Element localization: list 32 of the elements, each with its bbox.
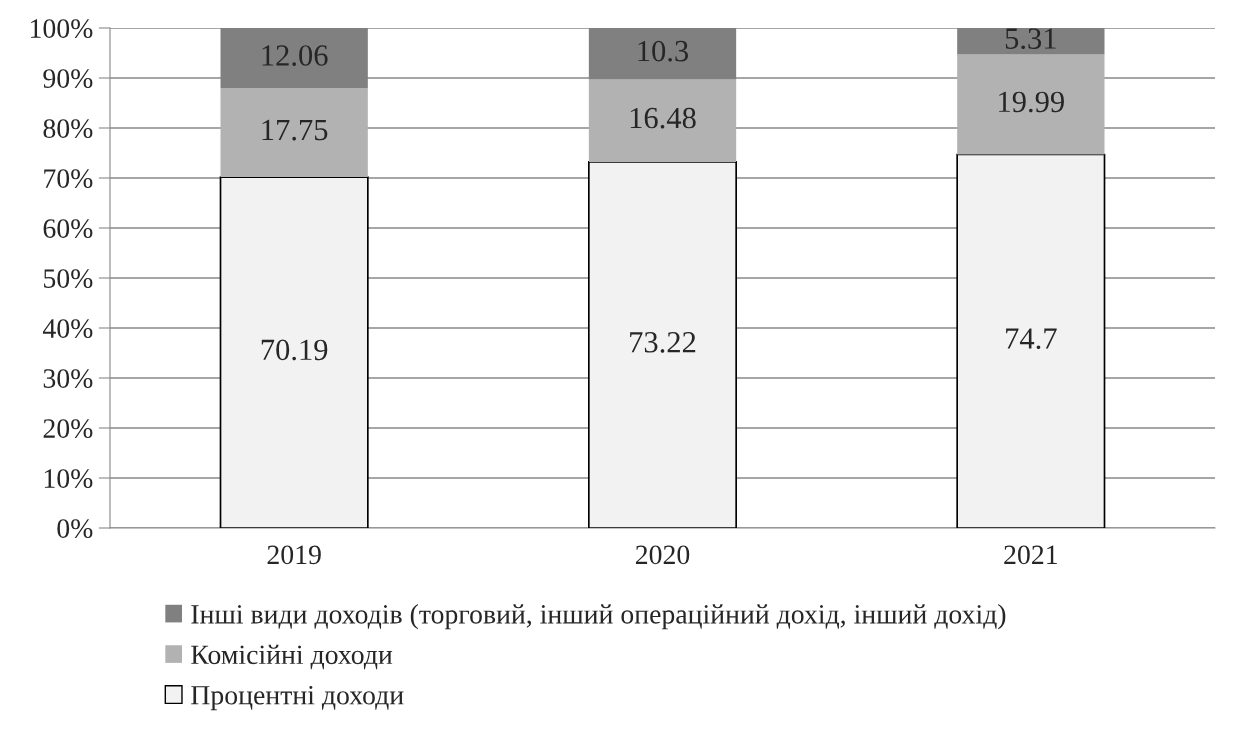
y-tick-label: 30% [43, 369, 93, 388]
y-tick-label: 80% [43, 119, 93, 138]
y-tick-label: 100% [30, 19, 93, 38]
y-tick-label: 0% [57, 519, 93, 538]
data-label: 19.99 [999, 91, 1064, 113]
y-tick-label: 90% [43, 69, 93, 88]
data-label: 17.75 [262, 119, 328, 141]
bar [219, 176, 369, 528]
y-tick-label: 10% [44, 469, 93, 488]
y-tick-label: 70% [44, 169, 93, 188]
bar [220, 88, 368, 178]
data-label: 5.31 [1005, 28, 1056, 50]
y-tick-label: 20% [43, 419, 93, 438]
bar [956, 153, 1106, 528]
y-tick-label: 60% [43, 219, 93, 238]
bar [588, 79, 737, 162]
x-tick-label: 2019 [267, 545, 321, 565]
y-tick-label: 50% [44, 269, 93, 288]
data-label: 16.48 [630, 107, 696, 129]
bar [587, 161, 738, 528]
data-label: 74.7 [1006, 328, 1057, 350]
data-label: 70.19 [261, 339, 328, 361]
legend-label: Комісійні доходи [191, 644, 393, 670]
y-tick-label: 40% [42, 319, 93, 338]
data-label: 73.22 [630, 332, 696, 353]
legend-label: Процентні доходи [191, 685, 404, 711]
legend-label: Інші види доходів (торговий, інший операційний дохід, інший дохід) [191, 604, 1006, 630]
x-tick-label: 2021 [1004, 545, 1057, 565]
x-tick-label: 2020 [635, 545, 690, 565]
data-label: 12.06 [262, 45, 328, 66]
bar [957, 54, 1105, 155]
data-label: 10.3 [638, 40, 689, 62]
